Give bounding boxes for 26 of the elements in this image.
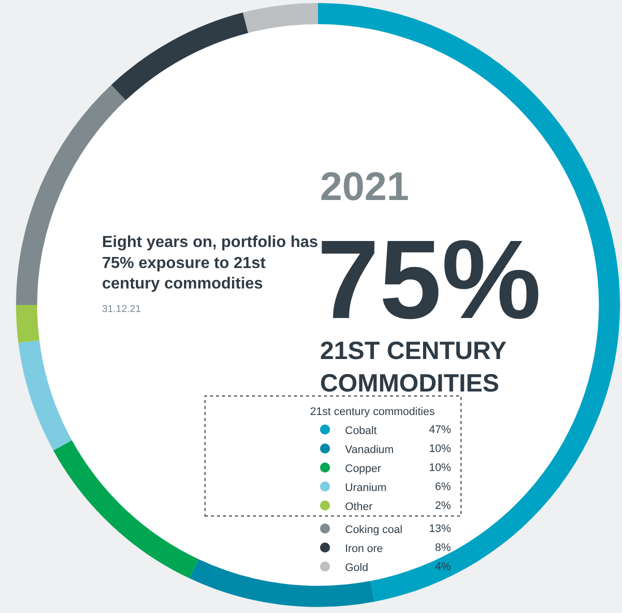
data-label: 47% — [429, 424, 452, 436]
legend-label: Cobalt — [345, 424, 377, 437]
donut-slice — [53, 440, 198, 578]
legend-label: Uranium — [345, 482, 387, 494]
text: 2021 — [320, 165, 409, 209]
data-label: 4% — [435, 561, 452, 573]
data-label: 8% — [435, 542, 452, 554]
legend-label: Coking coal — [345, 524, 402, 536]
data-label: 6% — [435, 481, 452, 493]
legend-label: Copper — [345, 462, 382, 475]
legend-label: Iron ore — [345, 542, 383, 555]
data-label: 2% — [435, 500, 452, 512]
data-label: 10% — [429, 462, 452, 474]
donut-slice — [242, 3, 318, 33]
donut-slice — [189, 559, 375, 606]
legend-label: Other — [345, 500, 373, 513]
data-label: 10% — [429, 443, 452, 455]
data-label: 13% — [429, 523, 452, 535]
legend-label: Gold — [345, 562, 368, 574]
legend-title: 21st century commodities — [310, 406, 436, 418]
donut-slice — [16, 305, 40, 343]
text: Eight years on, portfolio has 75% exposure to 21st century commodities — [102, 234, 318, 293]
text: 31.12.21 — [102, 304, 142, 315]
donut-slice — [18, 340, 72, 450]
donut-slice — [111, 12, 248, 100]
legend-label: Vanadium — [345, 444, 394, 456]
